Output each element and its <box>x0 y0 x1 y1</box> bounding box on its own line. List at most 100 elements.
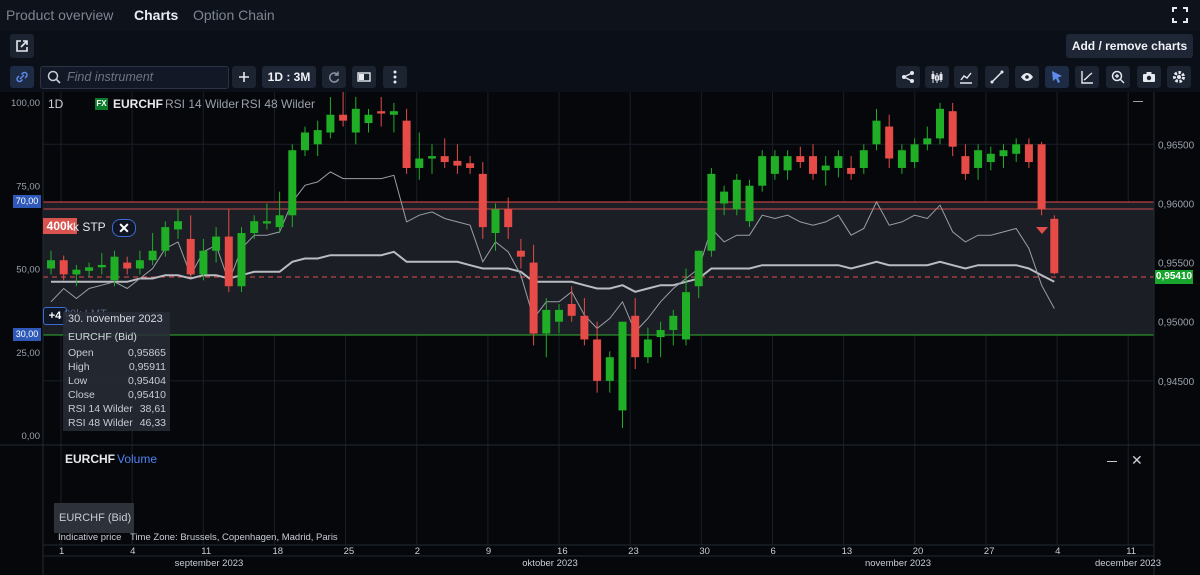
candle[interactable] <box>910 138 919 168</box>
candle[interactable] <box>123 256 132 275</box>
share-icon[interactable] <box>896 66 920 88</box>
candle[interactable] <box>694 250 703 299</box>
gear-icon[interactable] <box>1167 66 1191 88</box>
candle[interactable] <box>631 298 640 370</box>
candle[interactable] <box>847 156 856 180</box>
candle[interactable] <box>897 144 906 174</box>
candle[interactable] <box>758 150 767 192</box>
candle[interactable] <box>199 238 208 281</box>
candle[interactable] <box>504 197 513 239</box>
volume-instrument-label[interactable]: EURCHF <box>65 452 115 466</box>
minimize-icon[interactable] <box>1133 101 1143 102</box>
chart-area[interactable]: 1 4 11 18 25 2 9 16 23 30 6 13 20 27 4 11 september 2023… <box>0 92 1200 575</box>
cancel-order-icon[interactable]: ✕ <box>112 219 136 237</box>
candle[interactable] <box>351 97 360 145</box>
candle[interactable] <box>770 150 779 180</box>
axis-icon[interactable] <box>1075 66 1099 88</box>
candle[interactable] <box>339 92 348 127</box>
candle[interactable] <box>72 264 81 287</box>
candle[interactable] <box>555 303 563 334</box>
candle[interactable] <box>821 156 830 186</box>
camera-icon[interactable] <box>1137 66 1161 88</box>
candle[interactable] <box>466 156 475 174</box>
candle[interactable] <box>301 126 309 157</box>
candle[interactable] <box>110 250 119 287</box>
candle[interactable] <box>707 167 716 257</box>
add-plus-icon[interactable] <box>232 66 256 88</box>
candle[interactable] <box>999 144 1008 168</box>
candle[interactable] <box>174 209 182 239</box>
candle[interactable] <box>275 191 284 234</box>
candle[interactable] <box>453 144 462 174</box>
candle[interactable] <box>783 150 792 180</box>
candle[interactable] <box>1050 215 1059 275</box>
candle[interactable] <box>1037 141 1046 216</box>
volume-close-icon[interactable]: ✕ <box>1131 452 1143 468</box>
eye-icon[interactable] <box>1015 66 1039 88</box>
candle[interactable] <box>97 253 106 275</box>
draw-line-icon[interactable] <box>985 66 1009 88</box>
rsi48-label[interactable]: RSI 48 Wilder <box>241 97 316 111</box>
indicators-icon[interactable] <box>954 66 978 88</box>
candle[interactable] <box>186 215 195 275</box>
candle[interactable] <box>415 132 424 180</box>
candle[interactable] <box>948 102 957 157</box>
candle[interactable] <box>859 144 868 174</box>
candle[interactable] <box>974 144 983 180</box>
zoom-icon[interactable] <box>1106 66 1130 88</box>
volume-label[interactable]: Volume <box>117 452 158 466</box>
candle[interactable] <box>745 179 754 228</box>
candle[interactable] <box>936 102 944 145</box>
add-remove-charts-button[interactable]: Add / remove charts <box>1066 34 1193 58</box>
candle[interactable] <box>85 262 94 277</box>
fullscreen-icon[interactable] <box>1172 7 1188 23</box>
tab-product-overview[interactable]: Product overview <box>6 7 114 23</box>
candle[interactable] <box>542 298 551 358</box>
candle[interactable] <box>212 227 221 263</box>
candle[interactable] <box>567 286 576 322</box>
candle[interactable] <box>161 221 170 257</box>
volume-minimize-icon[interactable] <box>1107 461 1117 462</box>
candle[interactable] <box>516 238 525 269</box>
candle[interactable] <box>250 215 259 239</box>
candle[interactable] <box>580 298 589 346</box>
candle[interactable] <box>618 321 627 429</box>
candle[interactable] <box>656 321 665 358</box>
candle[interactable] <box>605 351 614 393</box>
candle[interactable] <box>440 138 449 168</box>
candle[interactable] <box>47 250 55 275</box>
stp-order-badge[interactable]: 400k <box>43 218 77 234</box>
candle[interactable] <box>491 203 500 251</box>
candle[interactable] <box>834 150 843 178</box>
tab-option-chain[interactable]: Option Chain <box>193 7 275 23</box>
candle[interactable] <box>732 173 741 216</box>
candle[interactable] <box>428 144 436 174</box>
candle[interactable] <box>262 203 271 230</box>
candle[interactable] <box>923 126 932 151</box>
popout-icon[interactable] <box>10 34 34 58</box>
candle[interactable] <box>986 146 995 171</box>
candle[interactable] <box>1024 138 1033 168</box>
candle[interactable] <box>478 162 487 239</box>
candle[interactable] <box>682 268 690 346</box>
candle[interactable] <box>148 233 157 265</box>
link-icon[interactable] <box>10 66 34 88</box>
candles-type-icon[interactable] <box>925 66 949 88</box>
more-vertical-icon[interactable] <box>383 66 407 88</box>
layout-icon[interactable] <box>352 66 376 88</box>
candle[interactable] <box>720 185 729 216</box>
candle[interactable] <box>809 144 817 180</box>
candle[interactable] <box>237 227 246 293</box>
candle[interactable] <box>885 114 894 168</box>
candle[interactable] <box>796 146 805 168</box>
search-input[interactable]: Find instrument <box>40 66 229 89</box>
candle[interactable] <box>364 108 373 133</box>
candle[interactable] <box>59 255 68 281</box>
candle[interactable] <box>402 108 411 174</box>
candle[interactable] <box>872 108 881 151</box>
candle[interactable] <box>389 102 398 133</box>
instrument-label[interactable]: EURCHF <box>113 97 163 111</box>
interval-button[interactable]: 1D : 3M <box>262 66 316 88</box>
candle[interactable] <box>669 309 678 346</box>
